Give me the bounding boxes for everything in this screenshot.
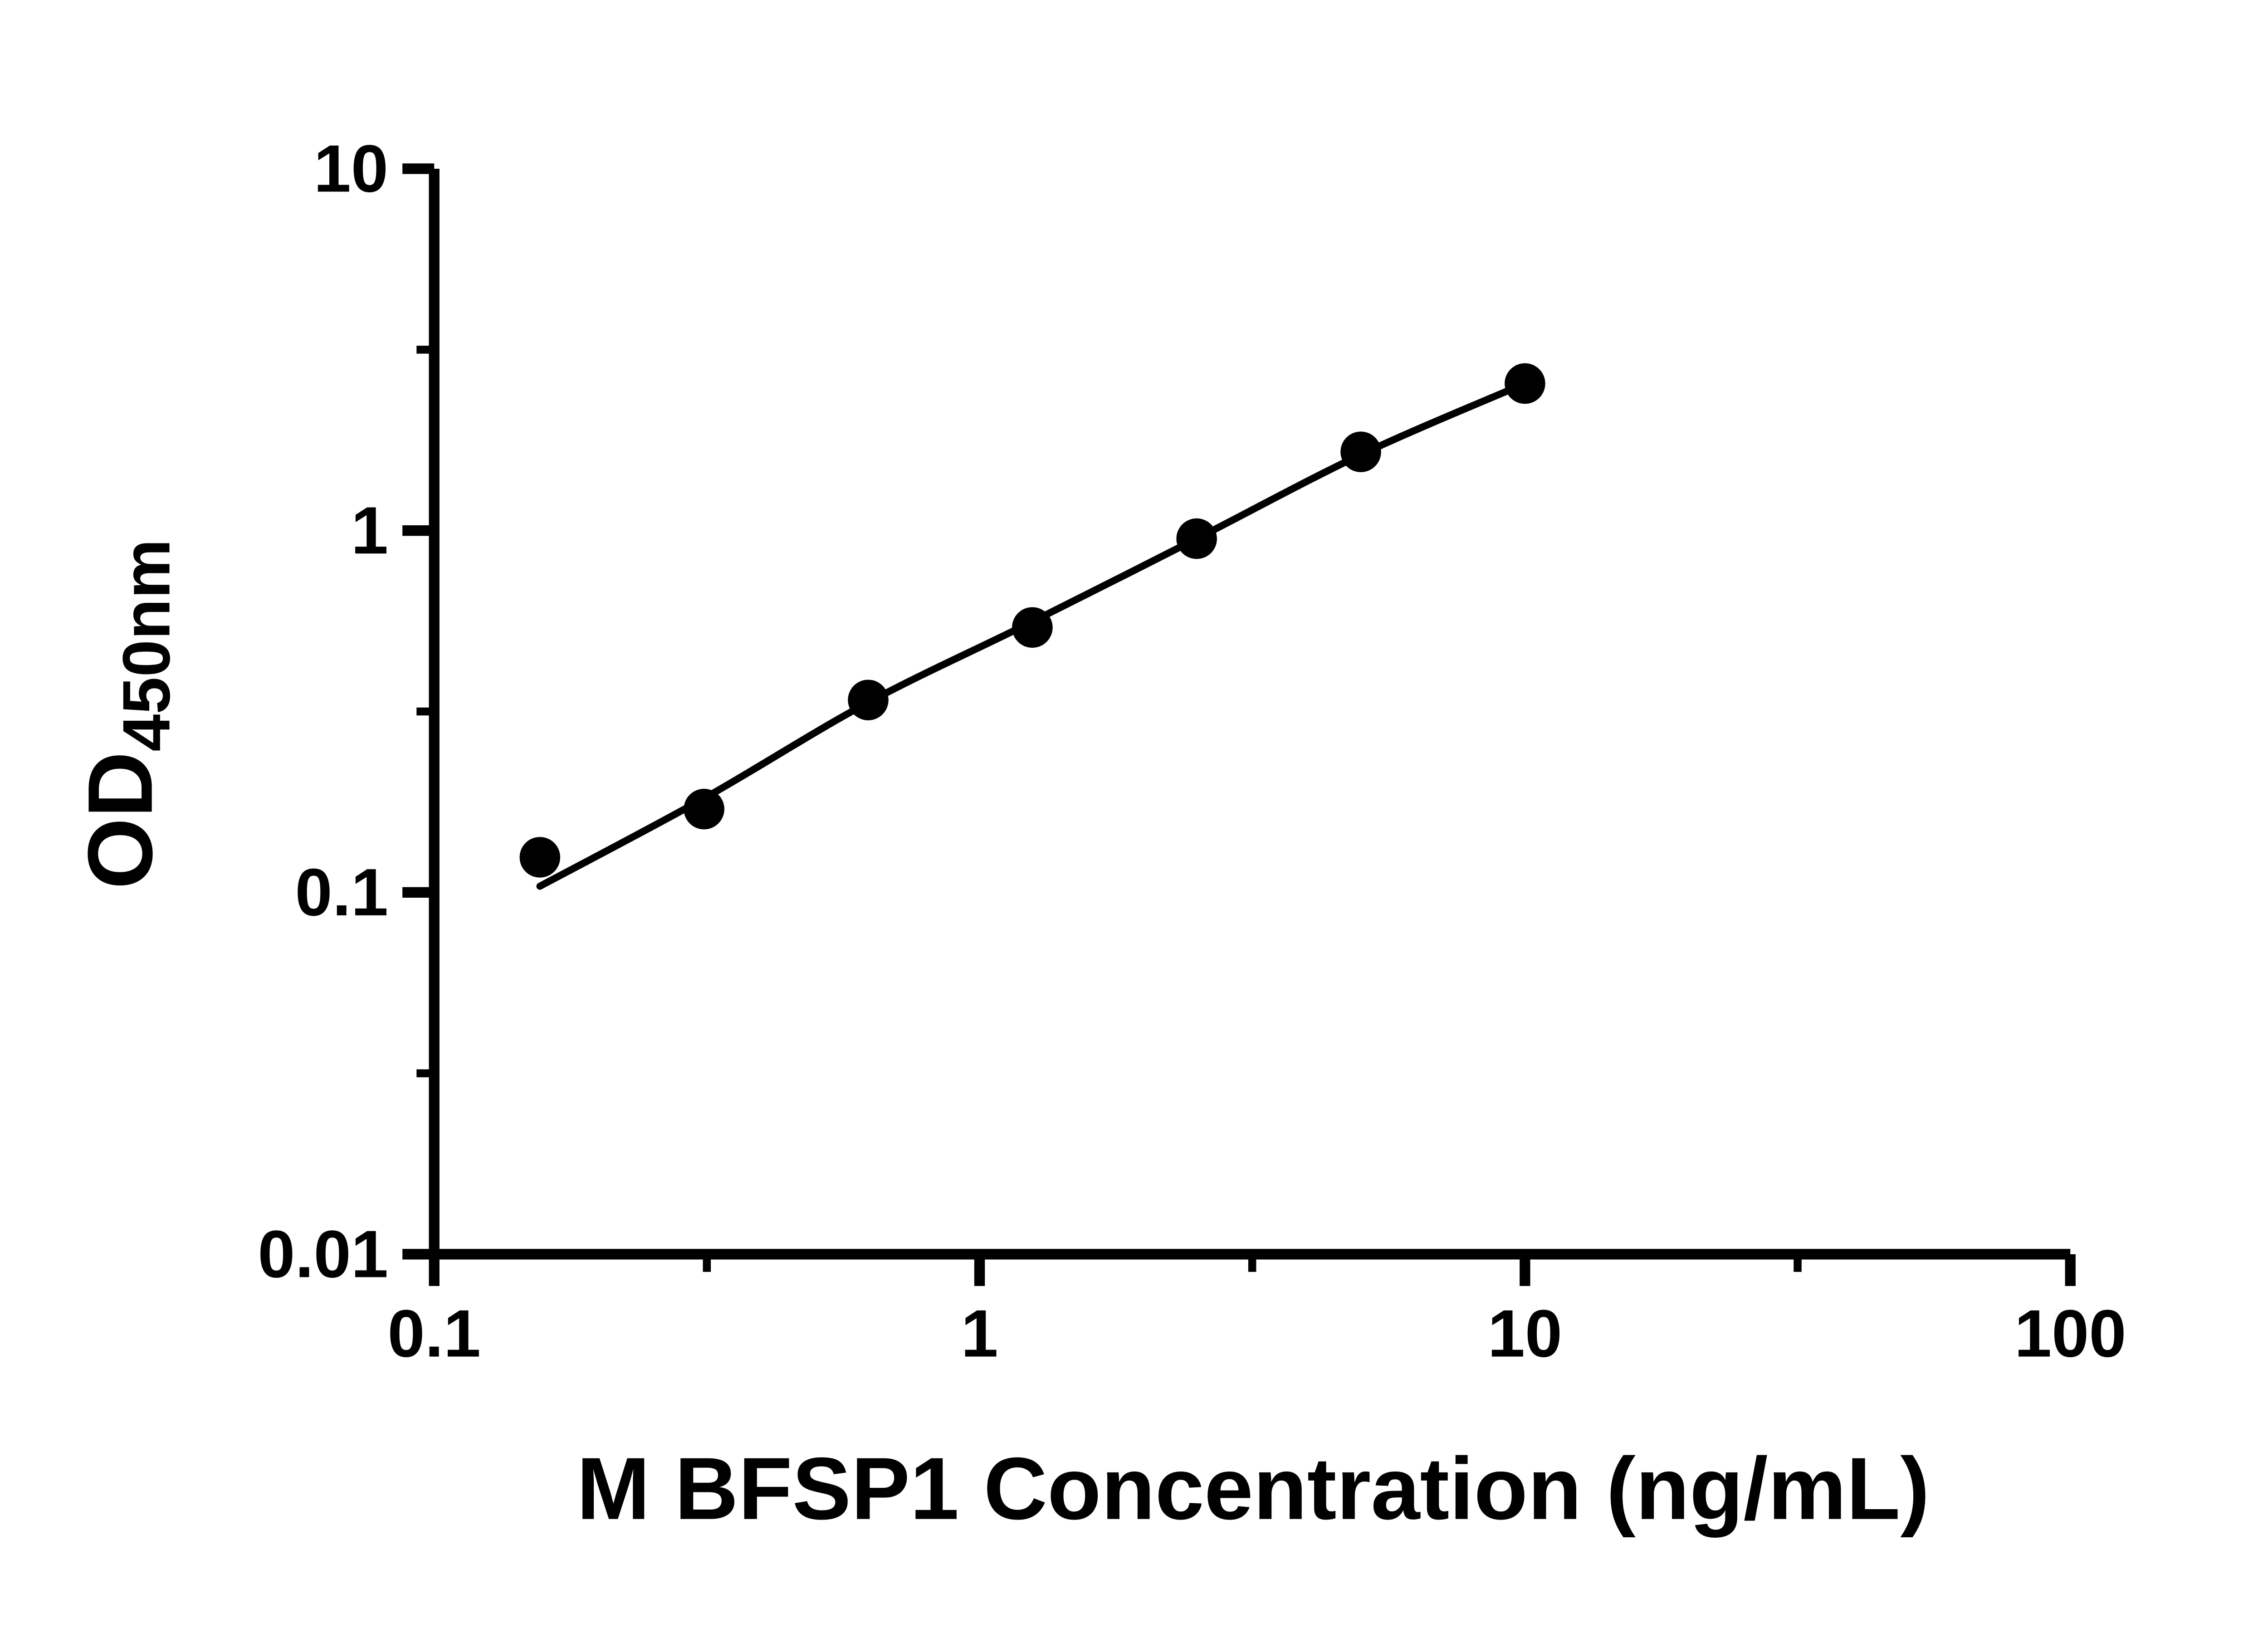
y-tick-label: 10 — [314, 132, 388, 206]
data-point — [519, 837, 561, 878]
x-tick-label: 100 — [2014, 1296, 2126, 1371]
data-point — [1505, 363, 1545, 404]
y-axis-title: OD450nm — [69, 539, 184, 889]
data-point — [1340, 431, 1381, 472]
data-point — [1176, 518, 1217, 559]
y-tick-label: 0.1 — [295, 855, 388, 930]
x-tick-label: 1 — [961, 1296, 998, 1371]
x-tick-label: 10 — [1488, 1296, 1562, 1371]
y-tick-label: 0.01 — [258, 1217, 388, 1292]
data-point — [684, 788, 724, 830]
y-axis-title-subscript: 450nm — [109, 539, 184, 751]
x-axis-title: M BFSP1 Concentration (ng/mL) — [577, 1440, 1930, 1538]
x-tick-label: 0.1 — [387, 1296, 481, 1371]
axis-line — [429, 168, 2071, 1260]
data-point — [848, 680, 889, 720]
y-axis-title-base: OD — [69, 752, 171, 890]
data-point — [1012, 607, 1053, 648]
y-tick-label: 1 — [351, 493, 388, 568]
